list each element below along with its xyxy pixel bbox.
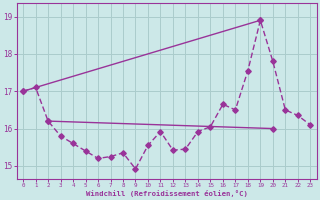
X-axis label: Windchill (Refroidissement éolien,°C): Windchill (Refroidissement éolien,°C): [86, 190, 248, 197]
